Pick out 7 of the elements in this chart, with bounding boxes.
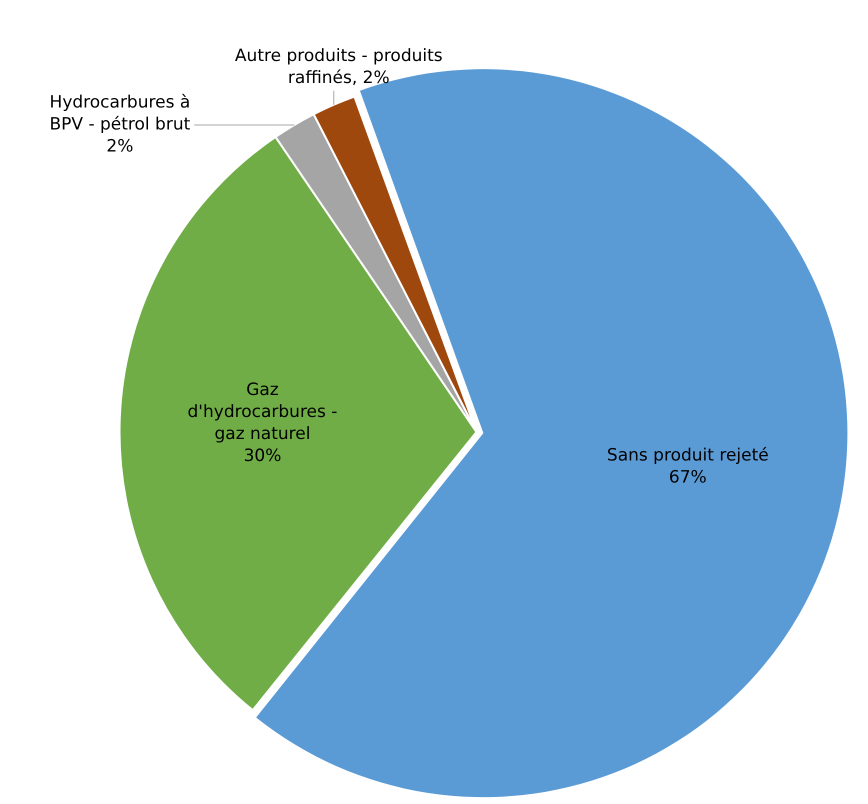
- slice-label: Hydrocarbures à BPV - pétrol brut: [50, 92, 191, 134]
- data-label: 67%: [668, 467, 707, 488]
- data-label: 30%: [244, 446, 282, 466]
- slice-label: Autre produits - produits raffinés, 2%: [234, 46, 443, 88]
- data-label: 2%: [106, 136, 134, 156]
- slice-label: Sans produit rejeté: [606, 445, 769, 466]
- slice-label: Gaz d'hydrocarbures - gaz naturel: [188, 380, 338, 444]
